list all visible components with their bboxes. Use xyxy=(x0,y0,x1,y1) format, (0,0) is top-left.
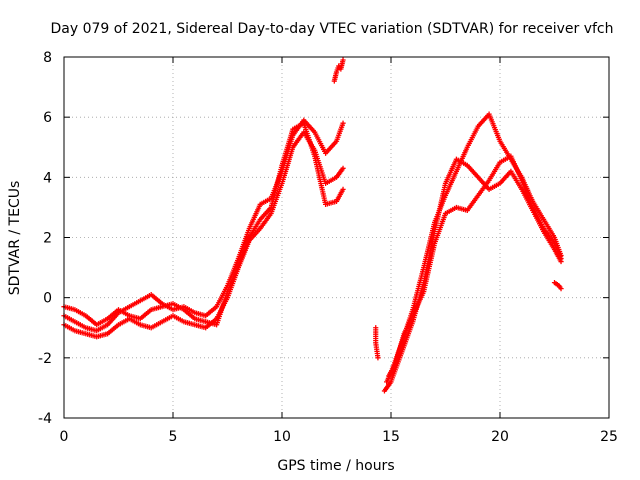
y-tick-label: 4 xyxy=(43,170,52,186)
x-tick-labels: 0 5 10 15 20 25 xyxy=(60,429,618,445)
data-point xyxy=(375,355,381,361)
plot-frame xyxy=(63,56,610,419)
series-track-2 xyxy=(61,129,346,340)
x-tick-label: 20 xyxy=(491,429,509,445)
series-outlier-early xyxy=(373,325,381,361)
y-tick-label: 8 xyxy=(43,50,52,66)
y-tick-label: 2 xyxy=(43,231,52,247)
y-tick-label: -4 xyxy=(38,411,52,427)
y-tick-label: -2 xyxy=(38,351,52,367)
y-tick-labels: -4 -2 0 2 4 6 8 xyxy=(38,50,52,427)
y-axis-label: SDTVAR / TECUs xyxy=(7,181,23,296)
data-point xyxy=(340,120,346,126)
x-tick-label: 0 xyxy=(60,429,69,445)
data-point xyxy=(558,255,564,262)
data-point xyxy=(340,186,346,192)
series-track-5 xyxy=(384,111,564,385)
series-tail xyxy=(551,280,564,292)
data-point xyxy=(340,57,346,63)
x-axis-label: GPS time / hours xyxy=(277,458,394,474)
x-tick-label: 5 xyxy=(169,429,178,445)
data-point xyxy=(340,165,346,171)
y-tick-label: 0 xyxy=(43,291,52,307)
chart-title: Day 079 of 2021, Sidereal Day-to-day VTE… xyxy=(50,21,613,37)
x-tick-label: 10 xyxy=(273,429,291,445)
x-tick-label: 25 xyxy=(600,429,618,445)
grid xyxy=(64,57,609,418)
data-marks xyxy=(61,57,564,394)
y-tick-label: 6 xyxy=(43,110,52,126)
series-track-6 xyxy=(386,153,564,379)
data-point xyxy=(558,286,564,292)
series-track-1 xyxy=(61,117,346,334)
x-tick-label: 15 xyxy=(382,429,400,445)
series-track-3 xyxy=(61,120,346,328)
series-outlier-noon xyxy=(331,57,346,84)
